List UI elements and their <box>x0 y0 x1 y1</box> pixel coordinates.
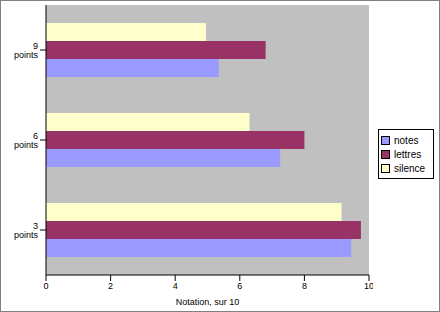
svg-text:3points: 3points <box>14 221 39 240</box>
svg-text:2: 2 <box>108 281 113 291</box>
svg-text:8: 8 <box>302 281 307 291</box>
svg-text:10: 10 <box>364 281 373 291</box>
svg-text:0: 0 <box>43 281 48 291</box>
html-text:silence: silence <box>394 162 426 174</box>
html-text:lettres: lettres <box>394 148 422 160</box>
svg-text:Notation, sur 10: Notation, sur 10 <box>176 297 240 307</box>
svg-text:6points: 6points <box>14 131 39 150</box>
svg-text:4: 4 <box>173 281 178 291</box>
svg-text:9points: 9points <box>14 41 39 60</box>
html-text:notes: notes <box>394 134 419 146</box>
svg-text:6: 6 <box>237 281 242 291</box>
